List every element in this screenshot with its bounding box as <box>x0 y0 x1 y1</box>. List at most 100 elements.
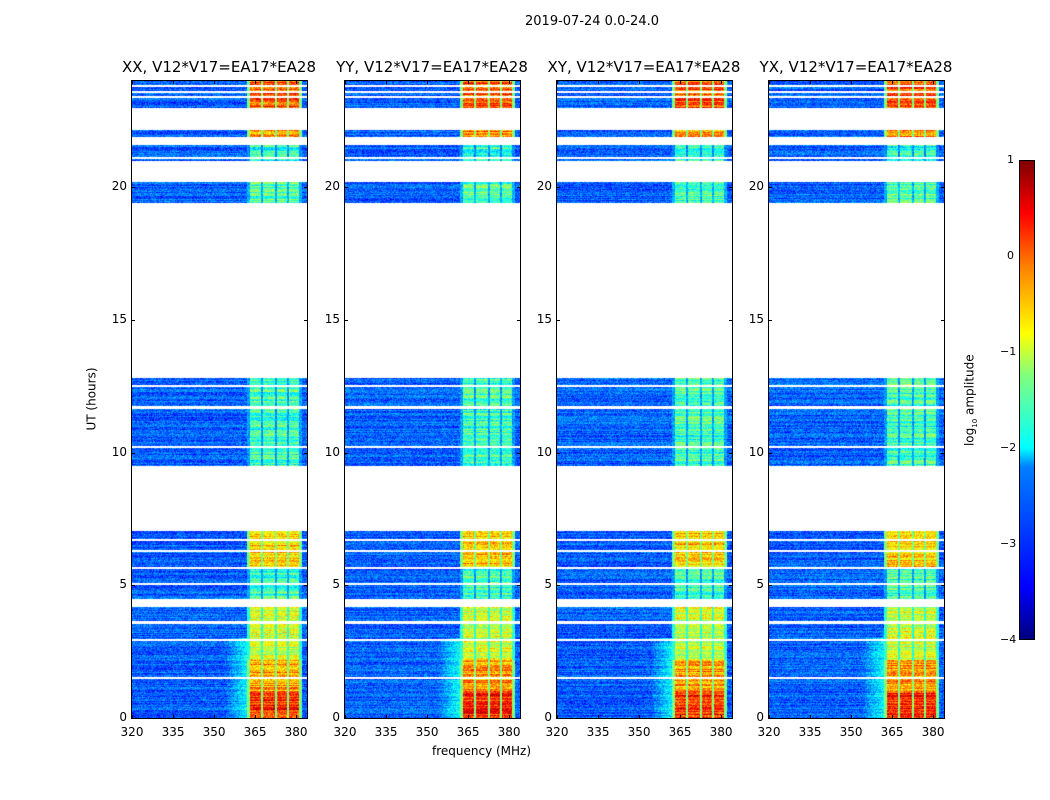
x-tick-mark <box>557 715 558 719</box>
y-tick-mark <box>517 718 521 719</box>
y-tick-mark <box>131 718 135 719</box>
x-tick-label: 335 <box>374 725 398 739</box>
colorbar-tick-label: −1 <box>1000 345 1017 358</box>
y-tick-mark <box>768 319 772 321</box>
x-tick-mark <box>214 715 216 719</box>
panel-title: YY, V12*V17=EA17*EA28 <box>336 58 528 76</box>
x-tick-mark <box>810 80 812 84</box>
y-tick-label: 10 <box>536 444 552 459</box>
x-axis-label: frequency (MHz) <box>432 744 532 758</box>
y-tick-label: 5 <box>332 577 340 592</box>
x-tick-mark <box>680 715 682 719</box>
colorbar-tick-label: 0 <box>1007 249 1014 262</box>
y-tick-mark <box>556 187 560 189</box>
y-tick-label: 15 <box>536 311 552 326</box>
y-tick-mark <box>729 187 733 189</box>
x-tick-mark <box>933 715 935 719</box>
panel-title: XX, V12*V17=EA17*EA28 <box>121 58 316 76</box>
colorbar-tick-label: −2 <box>1000 441 1017 454</box>
colorbar-tick-label: −3 <box>1000 537 1017 550</box>
x-tick-label: 350 <box>839 725 863 739</box>
figure-title: 2019-07-24 0.0-24.0 <box>525 14 659 29</box>
colorbar-label-rest: amplitude <box>962 354 977 419</box>
colorbar-label-main: log <box>962 427 977 447</box>
y-tick-mark <box>729 585 733 587</box>
x-tick-mark <box>810 715 812 719</box>
x-tick-mark <box>933 80 935 84</box>
y-tick-label: 15 <box>324 311 340 326</box>
x-tick-mark <box>721 80 723 84</box>
y-tick-label: 0 <box>756 710 764 724</box>
x-tick-mark <box>769 80 770 84</box>
x-tick-label: 380 <box>284 725 308 739</box>
x-tick-label: 380 <box>921 725 945 739</box>
heatmap-panel <box>344 80 521 719</box>
x-tick-mark <box>255 715 257 719</box>
y-tick-mark <box>304 187 308 189</box>
x-tick-label: 320 <box>545 725 569 739</box>
y-tick-label: 10 <box>748 444 764 459</box>
x-tick-label: 320 <box>757 725 781 739</box>
heatmap-image <box>132 81 307 718</box>
y-tick-mark <box>131 187 135 189</box>
y-tick-mark <box>517 452 521 454</box>
x-tick-mark <box>214 80 216 84</box>
x-tick-label: 380 <box>709 725 733 739</box>
x-tick-mark <box>769 715 770 719</box>
x-tick-label: 350 <box>415 725 439 739</box>
x-tick-mark <box>132 715 133 719</box>
y-tick-mark <box>131 585 135 587</box>
y-tick-label: 10 <box>111 444 127 459</box>
x-tick-label: 380 <box>497 725 521 739</box>
y-tick-mark <box>304 585 308 587</box>
y-tick-mark <box>556 585 560 587</box>
y-tick-mark <box>768 452 772 454</box>
y-tick-label: 20 <box>324 179 340 194</box>
y-tick-mark <box>556 452 560 454</box>
colorbar-label: log10 amplitude <box>963 354 979 446</box>
x-tick-mark <box>173 715 175 719</box>
y-tick-mark <box>768 187 772 189</box>
x-tick-mark <box>386 715 388 719</box>
x-tick-mark <box>427 80 429 84</box>
x-tick-label: 335 <box>161 725 185 739</box>
heatmap-image <box>557 81 732 718</box>
x-tick-label: 365 <box>456 725 480 739</box>
y-tick-mark <box>729 452 733 454</box>
y-tick-mark <box>344 585 348 587</box>
y-tick-label: 15 <box>748 311 764 326</box>
x-tick-label: 350 <box>627 725 651 739</box>
heatmap-panel <box>768 80 945 719</box>
y-tick-label: 20 <box>748 179 764 194</box>
y-tick-label: 15 <box>111 311 127 326</box>
y-tick-mark <box>344 319 348 321</box>
x-tick-mark <box>851 80 853 84</box>
x-tick-label: 335 <box>798 725 822 739</box>
x-tick-label: 335 <box>586 725 610 739</box>
y-tick-mark <box>344 452 348 454</box>
x-tick-mark <box>173 80 175 84</box>
colorbar <box>1019 160 1035 640</box>
x-tick-mark <box>509 715 511 719</box>
y-tick-mark <box>556 718 560 719</box>
x-tick-mark <box>680 80 682 84</box>
y-tick-mark <box>131 452 135 454</box>
x-tick-label: 320 <box>120 725 144 739</box>
x-tick-mark <box>598 715 600 719</box>
y-tick-mark <box>304 319 308 321</box>
colorbar-label-sub: 10 <box>971 418 980 428</box>
y-tick-mark <box>556 319 560 321</box>
x-tick-mark <box>296 80 298 84</box>
x-tick-mark <box>892 715 894 719</box>
y-tick-mark <box>768 585 772 587</box>
x-tick-mark <box>892 80 894 84</box>
x-tick-mark <box>639 80 641 84</box>
colorbar-tick-label: −4 <box>1000 633 1017 646</box>
y-tick-label: 0 <box>544 710 552 724</box>
y-tick-mark <box>344 718 348 719</box>
x-tick-mark <box>557 80 558 84</box>
y-tick-label: 5 <box>119 577 127 592</box>
colorbar-tick-label: 1 <box>1007 153 1014 166</box>
x-tick-mark <box>721 715 723 719</box>
